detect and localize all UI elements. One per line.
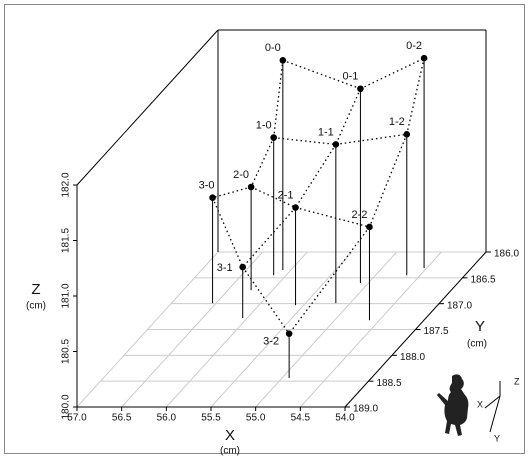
point bbox=[357, 85, 364, 92]
connector bbox=[289, 227, 369, 334]
point bbox=[333, 141, 340, 148]
x-tick-label: 55.5 bbox=[201, 413, 221, 424]
connector bbox=[243, 267, 289, 334]
z-tick-label: 180.0 bbox=[61, 394, 72, 419]
y-tick-label: 186.5 bbox=[471, 274, 496, 285]
inset-axis bbox=[485, 396, 500, 408]
z-tick-label: 181.0 bbox=[61, 283, 72, 308]
point bbox=[280, 57, 287, 64]
x-axis-unit: (cm) bbox=[220, 446, 240, 457]
y-tick-label: 188.5 bbox=[377, 378, 402, 389]
point-label: 2-1 bbox=[278, 189, 294, 201]
point-label: 0-0 bbox=[265, 42, 281, 54]
point-label: 2-0 bbox=[233, 169, 249, 181]
point bbox=[239, 264, 246, 271]
z-tick-label: 181.5 bbox=[61, 228, 72, 253]
y-tick-label: 186.0 bbox=[494, 249, 519, 260]
page: {"chart_data": { "type": "scatter3d", "x… bbox=[0, 0, 529, 458]
point-label: 3-2 bbox=[263, 336, 279, 348]
connector bbox=[336, 134, 407, 144]
inset-label: X bbox=[477, 399, 483, 409]
x-tick-label: 56.0 bbox=[157, 413, 177, 424]
y-tick-label: 189.0 bbox=[353, 404, 378, 415]
point bbox=[421, 55, 428, 62]
inset-label: Y bbox=[494, 433, 500, 443]
point bbox=[286, 330, 293, 337]
point-label: 0-1 bbox=[342, 71, 358, 83]
inset: Z X Y bbox=[437, 374, 520, 443]
box-edge bbox=[77, 30, 218, 185]
inset-axis bbox=[490, 396, 500, 432]
x-tick-label: 54.5 bbox=[291, 413, 311, 424]
point-label: 1-2 bbox=[389, 116, 405, 128]
y-tick-label: 187.0 bbox=[447, 300, 472, 311]
y-axis-unit: (cm) bbox=[467, 339, 487, 350]
connector bbox=[360, 58, 424, 89]
point bbox=[403, 131, 410, 138]
point-label: 3-0 bbox=[199, 180, 215, 192]
x-tick-label: 56.5 bbox=[112, 413, 132, 424]
silhouette bbox=[437, 374, 468, 436]
frame bbox=[5, 5, 525, 454]
connector bbox=[336, 89, 361, 145]
y-axis-title: Y bbox=[475, 318, 485, 335]
point-label: 3-1 bbox=[217, 262, 233, 274]
point bbox=[209, 194, 216, 201]
x-axis-title: X bbox=[225, 427, 235, 444]
point-label: 0-2 bbox=[406, 40, 422, 52]
z-tick-label: 180.5 bbox=[61, 339, 72, 364]
connector bbox=[251, 138, 274, 187]
connector bbox=[407, 58, 424, 134]
y-tick-label: 188.0 bbox=[400, 352, 425, 363]
y-tick-label: 187.5 bbox=[424, 326, 449, 337]
x-tick-label: 55.0 bbox=[246, 413, 266, 424]
point bbox=[292, 204, 299, 211]
point bbox=[248, 184, 255, 191]
connector bbox=[369, 134, 406, 227]
point-label: 1-1 bbox=[318, 126, 334, 138]
point-label: 2-2 bbox=[352, 209, 368, 221]
connector bbox=[213, 198, 243, 267]
connector bbox=[296, 144, 336, 207]
point bbox=[366, 224, 373, 231]
z-tick-label: 182.0 bbox=[61, 172, 72, 197]
point bbox=[270, 134, 277, 141]
connector bbox=[274, 60, 283, 137]
z-axis-title: Z bbox=[31, 281, 40, 298]
z-axis-unit: (cm) bbox=[26, 301, 46, 312]
chart: 57.056.556.055.555.054.554.0186.0186.518… bbox=[0, 0, 529, 458]
inset-label: Z bbox=[514, 376, 520, 386]
point-label: 1-0 bbox=[256, 120, 272, 132]
